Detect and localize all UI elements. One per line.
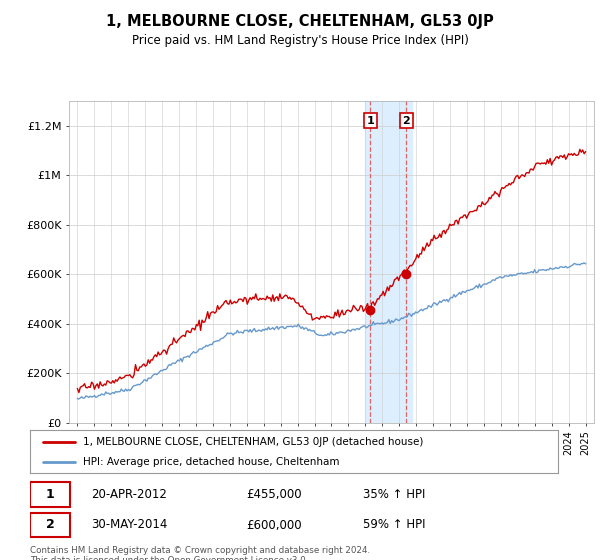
FancyBboxPatch shape	[30, 513, 70, 538]
Text: 1, MELBOURNE CLOSE, CHELTENHAM, GL53 0JP: 1, MELBOURNE CLOSE, CHELTENHAM, GL53 0JP	[106, 14, 494, 29]
Text: 1: 1	[46, 488, 55, 501]
Text: 30-MAY-2014: 30-MAY-2014	[91, 519, 167, 531]
Text: HPI: Average price, detached house, Cheltenham: HPI: Average price, detached house, Chel…	[83, 457, 340, 467]
Text: 2: 2	[46, 519, 55, 531]
Text: Price paid vs. HM Land Registry's House Price Index (HPI): Price paid vs. HM Land Registry's House …	[131, 34, 469, 46]
Text: 1: 1	[367, 115, 374, 125]
Text: Contains HM Land Registry data © Crown copyright and database right 2024.
This d: Contains HM Land Registry data © Crown c…	[30, 546, 370, 560]
Text: 35% ↑ HPI: 35% ↑ HPI	[362, 488, 425, 501]
Text: 20-APR-2012: 20-APR-2012	[91, 488, 167, 501]
Bar	[365, 101, 412, 423]
Text: £455,000: £455,000	[247, 488, 302, 501]
Text: 2: 2	[403, 115, 410, 125]
Text: 59% ↑ HPI: 59% ↑ HPI	[362, 519, 425, 531]
Text: 1, MELBOURNE CLOSE, CHELTENHAM, GL53 0JP (detached house): 1, MELBOURNE CLOSE, CHELTENHAM, GL53 0JP…	[83, 437, 423, 447]
FancyBboxPatch shape	[30, 482, 70, 506]
Text: £600,000: £600,000	[247, 519, 302, 531]
